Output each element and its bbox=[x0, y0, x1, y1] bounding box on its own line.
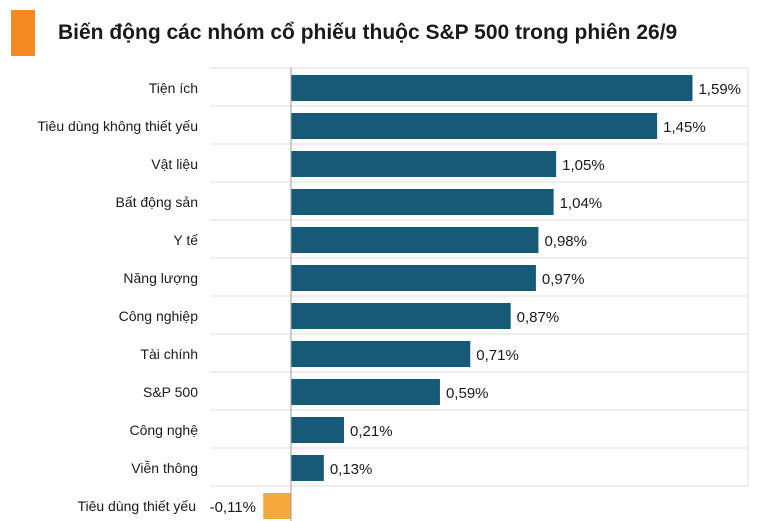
category-label: Tài chính bbox=[140, 346, 198, 362]
value-label: 0,87% bbox=[517, 309, 560, 326]
value-label: 1,04% bbox=[560, 195, 603, 212]
value-label: 1,05% bbox=[562, 157, 605, 174]
category-label: Viễn thông bbox=[131, 460, 198, 476]
bar bbox=[291, 75, 693, 101]
value-label: 0,97% bbox=[542, 271, 585, 288]
category-label: S&P 500 bbox=[143, 384, 198, 400]
category-label: Tiêu dùng không thiết yếu bbox=[37, 118, 198, 134]
category-label: Vật liệu bbox=[151, 156, 198, 172]
value-label: 1,45% bbox=[663, 119, 706, 136]
value-label: 0,98% bbox=[544, 233, 587, 250]
value-label: 0,59% bbox=[446, 385, 489, 402]
bar bbox=[291, 417, 345, 443]
category-label: Bất động sản bbox=[115, 194, 198, 210]
title-accent-bar bbox=[11, 10, 35, 56]
category-label: Công nghiệp bbox=[119, 308, 199, 324]
bar bbox=[291, 227, 539, 253]
value-label: 0,13% bbox=[330, 461, 373, 478]
bar bbox=[291, 151, 557, 177]
bar bbox=[291, 455, 324, 481]
value-label: 0,71% bbox=[476, 347, 519, 364]
category-label: Công nghệ bbox=[129, 422, 198, 438]
bar bbox=[291, 379, 440, 405]
chart-header: Biến động các nhóm cổ phiếu thuộc S&P 50… bbox=[8, 10, 758, 56]
bar bbox=[291, 303, 511, 329]
value-label: 0,21% bbox=[350, 423, 393, 440]
category-label: Tiện ích bbox=[149, 80, 198, 96]
bar bbox=[291, 113, 658, 139]
bar bbox=[291, 189, 554, 215]
chart-title: Biến động các nhóm cổ phiếu thuộc S&P 50… bbox=[58, 21, 678, 44]
category-label: Tiêu dùng thiết yếu bbox=[77, 498, 196, 514]
bar bbox=[291, 265, 536, 291]
value-label: 1,59% bbox=[698, 81, 741, 98]
category-label: Y tế bbox=[173, 232, 198, 248]
category-label: Năng lượng bbox=[123, 270, 198, 286]
bar bbox=[291, 341, 471, 367]
bar bbox=[263, 493, 291, 519]
value-label: -0,11% bbox=[210, 499, 256, 516]
